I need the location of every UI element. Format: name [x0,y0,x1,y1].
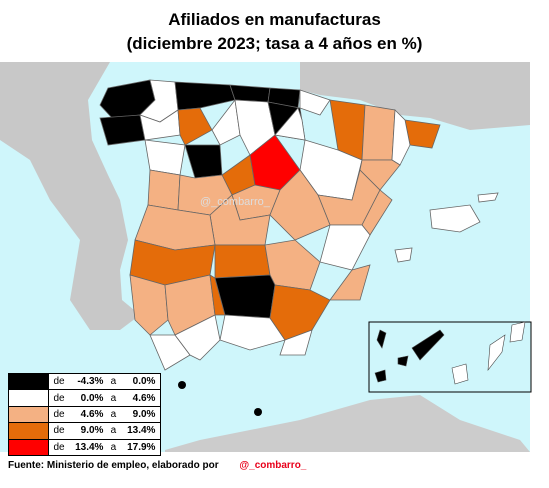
source-text: Fuente: Ministerio de empleo, elaborado … [8,460,219,471]
province-tarragona [359,159,401,191]
legend-de: de [53,392,65,404]
legend-swatch [9,406,50,423]
legend-swatch [9,439,50,455]
province-cantabria [229,84,271,103]
legend-high: 9.0% [132,408,156,420]
province-granada [219,314,286,351]
island-gran-canaria [451,363,469,385]
legend-de: de [53,441,65,453]
province-huelva [129,274,169,336]
province-valencia [319,224,371,271]
legend-de: de [53,408,65,420]
legend-swatch [9,374,50,390]
portugal [0,62,140,330]
footer: Fuente: Ministerio de empleo, elaborado … [8,460,306,471]
legend-a: a [110,441,117,453]
legend-row: de -4.3% a 0.0% [9,374,160,391]
province-malaga [174,314,221,361]
legend-a: a [110,425,117,437]
watermark: @_combarro_ [200,196,270,208]
province-leon [177,107,213,146]
author-handle[interactable]: @_combarro_ [239,460,307,471]
legend-high: 4.6% [132,392,156,404]
legend-low: 0.0% [80,392,104,404]
province-lleida [361,104,396,161]
island-gomera [397,355,409,367]
legend-high: 0.0% [132,376,156,388]
province-ciudad-real [214,244,271,279]
legend-row: de 4.6% a 9.0% [9,406,160,424]
legend-low: 4.6% [80,408,104,420]
legend-high: 13.4% [127,425,156,437]
legend-low: 13.4% [75,441,104,453]
legend-low: 9.0% [80,425,104,437]
map-subtitle: (diciembre 2023; tasa a 4 años en %) [126,34,423,53]
legend-row: de 0.0% a 4.6% [9,390,160,407]
island-menorca [477,192,499,203]
legend-row: de 9.0% a 13.4% [9,423,160,440]
legend: de -4.3% a 0.0% de 0.0% a 4.6% de 4.6% a… [8,373,161,456]
north-africa [165,395,530,452]
legend-de: de [53,376,65,388]
legend-swatch [9,390,50,406]
island-ibiza [394,247,413,263]
province-asturias [174,81,236,111]
legend-high: 17.9% [127,441,156,453]
canary-inset [368,321,532,393]
province-barcelona [391,109,411,166]
province-navarra [299,89,331,116]
province-pontevedra [99,114,146,146]
legend-a: a [110,408,117,420]
province-zamora [144,139,186,176]
melilla [254,408,262,416]
legend-swatch [9,423,50,439]
legend-row: de 13.4% a 17.9% [9,439,160,455]
island-lanzarote [509,321,526,343]
island-la-palma [376,329,387,349]
legend-a: a [110,376,117,388]
province-map [0,62,532,452]
ceuta [178,381,186,389]
province-jaen [214,274,276,319]
province-salamanca [147,169,181,211]
province-la-rioja [274,107,306,141]
legend-low: -4.3% [77,376,104,388]
legend-a: a [110,392,117,404]
island-el-hierro [374,369,387,383]
france [300,62,530,130]
legend-de: de [53,425,65,437]
province-alicante [329,264,371,301]
island-fuerteventura [487,334,506,371]
province-almeria [279,329,313,356]
map-title: Afiliados en manufacturas [168,10,381,29]
island-tenerife [411,329,445,361]
island-mallorca [429,204,481,233]
